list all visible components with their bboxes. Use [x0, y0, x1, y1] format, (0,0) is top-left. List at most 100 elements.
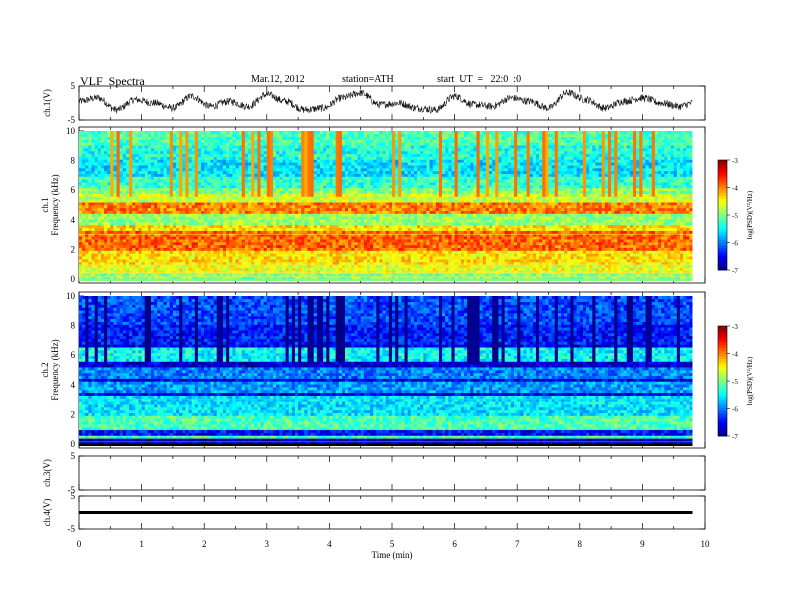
- spectrogram-cell: [316, 145, 321, 149]
- spectrogram-cell: [248, 270, 252, 274]
- spectrogram-cell: [288, 136, 293, 140]
- spectrogram-cell: [141, 250, 146, 254]
- spectrogram-cell: [301, 142, 305, 146]
- spectrogram-cell: [94, 153, 99, 157]
- spectrogram-cell: [125, 244, 130, 248]
- spectrogram-cell: [248, 239, 252, 243]
- spectrogram-cell: [338, 150, 343, 155]
- spectrogram-cell: [329, 196, 333, 200]
- spectrogram-cell: [301, 210, 305, 214]
- spectrogram-cell: [313, 276, 318, 280]
- spectrogram-cell: [332, 236, 336, 240]
- spectrogram-cell: [191, 213, 196, 217]
- spectrogram-cell: [310, 242, 315, 246]
- spectrogram-cell: [238, 176, 243, 180]
- spectrogram-cell: [172, 239, 177, 243]
- spectrogram-cell: [251, 273, 255, 277]
- spectrogram-cell: [304, 233, 308, 237]
- spectrogram-cell: [260, 205, 264, 209]
- spectrogram-cell: [335, 230, 340, 234]
- spectrogram-cell: [291, 273, 296, 277]
- spectrogram-cell: [226, 156, 230, 160]
- spectrogram-cell: [204, 165, 208, 169]
- spectrogram-cell: [273, 185, 277, 189]
- spectrogram-cell: [329, 213, 333, 217]
- spectrogram-cell: [135, 139, 139, 143]
- spectrogram-cell: [348, 247, 352, 251]
- spectrogram-cell: [260, 216, 264, 220]
- spectrogram-cell: [248, 165, 252, 169]
- ch1-waveform-line: [78, 89, 693, 114]
- spectrogram-cell: [260, 199, 264, 203]
- spectrogram-cell: [263, 148, 268, 152]
- spectrogram-cell: [301, 222, 305, 226]
- spectrogram-cell: [94, 239, 99, 243]
- spectrogram-cell: [273, 222, 277, 226]
- spectrogram-cell: [313, 253, 318, 257]
- spectrogram-cell: [273, 267, 277, 271]
- spectrogram-cell: [216, 187, 221, 192]
- spectrogram-cell: [166, 224, 171, 229]
- spectrogram-cell: [254, 210, 258, 214]
- spectrogram-cell: [294, 176, 299, 180]
- spectrogram-cell: [323, 244, 327, 248]
- spectrogram-cell: [182, 153, 186, 157]
- spectrogram-cell: [269, 267, 274, 271]
- spectrogram-cell: [254, 270, 258, 274]
- spectrogram-cell: [129, 179, 133, 183]
- spectrogram-cell: [172, 173, 177, 177]
- spectrogram-cell: [213, 165, 218, 169]
- spectrogram-cell: [132, 227, 136, 231]
- spectrogram-cell: [210, 236, 214, 240]
- spectrogram-cell: [288, 259, 293, 263]
- spectrogram-cell: [119, 179, 124, 183]
- spectrogram-cell: [144, 273, 149, 277]
- spectrogram-cell: [141, 173, 146, 177]
- spectrogram-cell: [320, 219, 324, 223]
- spectrogram-cell: [157, 224, 161, 229]
- spectrogram-cell: [313, 193, 318, 197]
- spectrogram-cell: [179, 273, 183, 277]
- spectrogram-cell: [147, 244, 152, 248]
- spectrogram-cell: [150, 131, 155, 135]
- spectrogram-cell: [304, 179, 308, 183]
- spectrogram-cell: [85, 256, 89, 260]
- spectrogram-cell: [248, 162, 252, 166]
- spectrogram-cell: [119, 253, 124, 257]
- spectrogram-cell: [191, 233, 196, 237]
- spectrogram-cell: [135, 230, 139, 234]
- spectrogram-cell: [91, 196, 95, 200]
- spectrogram-cell: [273, 219, 277, 223]
- spectrogram-cell: [210, 162, 214, 166]
- spectrogram-cell: [157, 162, 161, 166]
- spectrogram-cell: [100, 168, 105, 172]
- spectrogram-cell: [141, 179, 146, 183]
- spectrogram-cell: [251, 219, 255, 223]
- spectrogram-cell: [79, 273, 83, 277]
- spectrogram-cell: [154, 139, 158, 143]
- spectrogram-cell: [276, 276, 280, 280]
- spectrogram-cell: [107, 182, 111, 186]
- spectrogram-cell: [285, 182, 290, 186]
- spectrogram-cell: [147, 159, 152, 163]
- spectrogram-cell: [285, 131, 290, 135]
- spectrogram-cell: [263, 202, 268, 206]
- spectrogram-cell: [251, 131, 255, 135]
- spectrogram-cell: [291, 159, 296, 163]
- spectrogram-cell: [307, 150, 311, 155]
- spectrogram-cell: [107, 261, 111, 266]
- spectrogram-cell: [257, 168, 261, 172]
- spectrogram-cell: [348, 170, 352, 174]
- spectrogram-cell: [207, 222, 211, 226]
- spectrogram-cell: [201, 142, 205, 146]
- spectrogram-cell: [201, 213, 205, 217]
- spectrogram-cell: [341, 213, 346, 217]
- spectrogram-cell: [320, 242, 324, 246]
- spectrogram-cell: [132, 159, 136, 163]
- spectrogram-cell: [244, 230, 249, 234]
- spectrogram-cell: [210, 182, 214, 186]
- spectrogram-cell: [307, 267, 311, 271]
- spectrogram-cell: [338, 239, 343, 243]
- spectrogram-cell: [266, 173, 271, 177]
- spectrogram-cell: [320, 136, 324, 140]
